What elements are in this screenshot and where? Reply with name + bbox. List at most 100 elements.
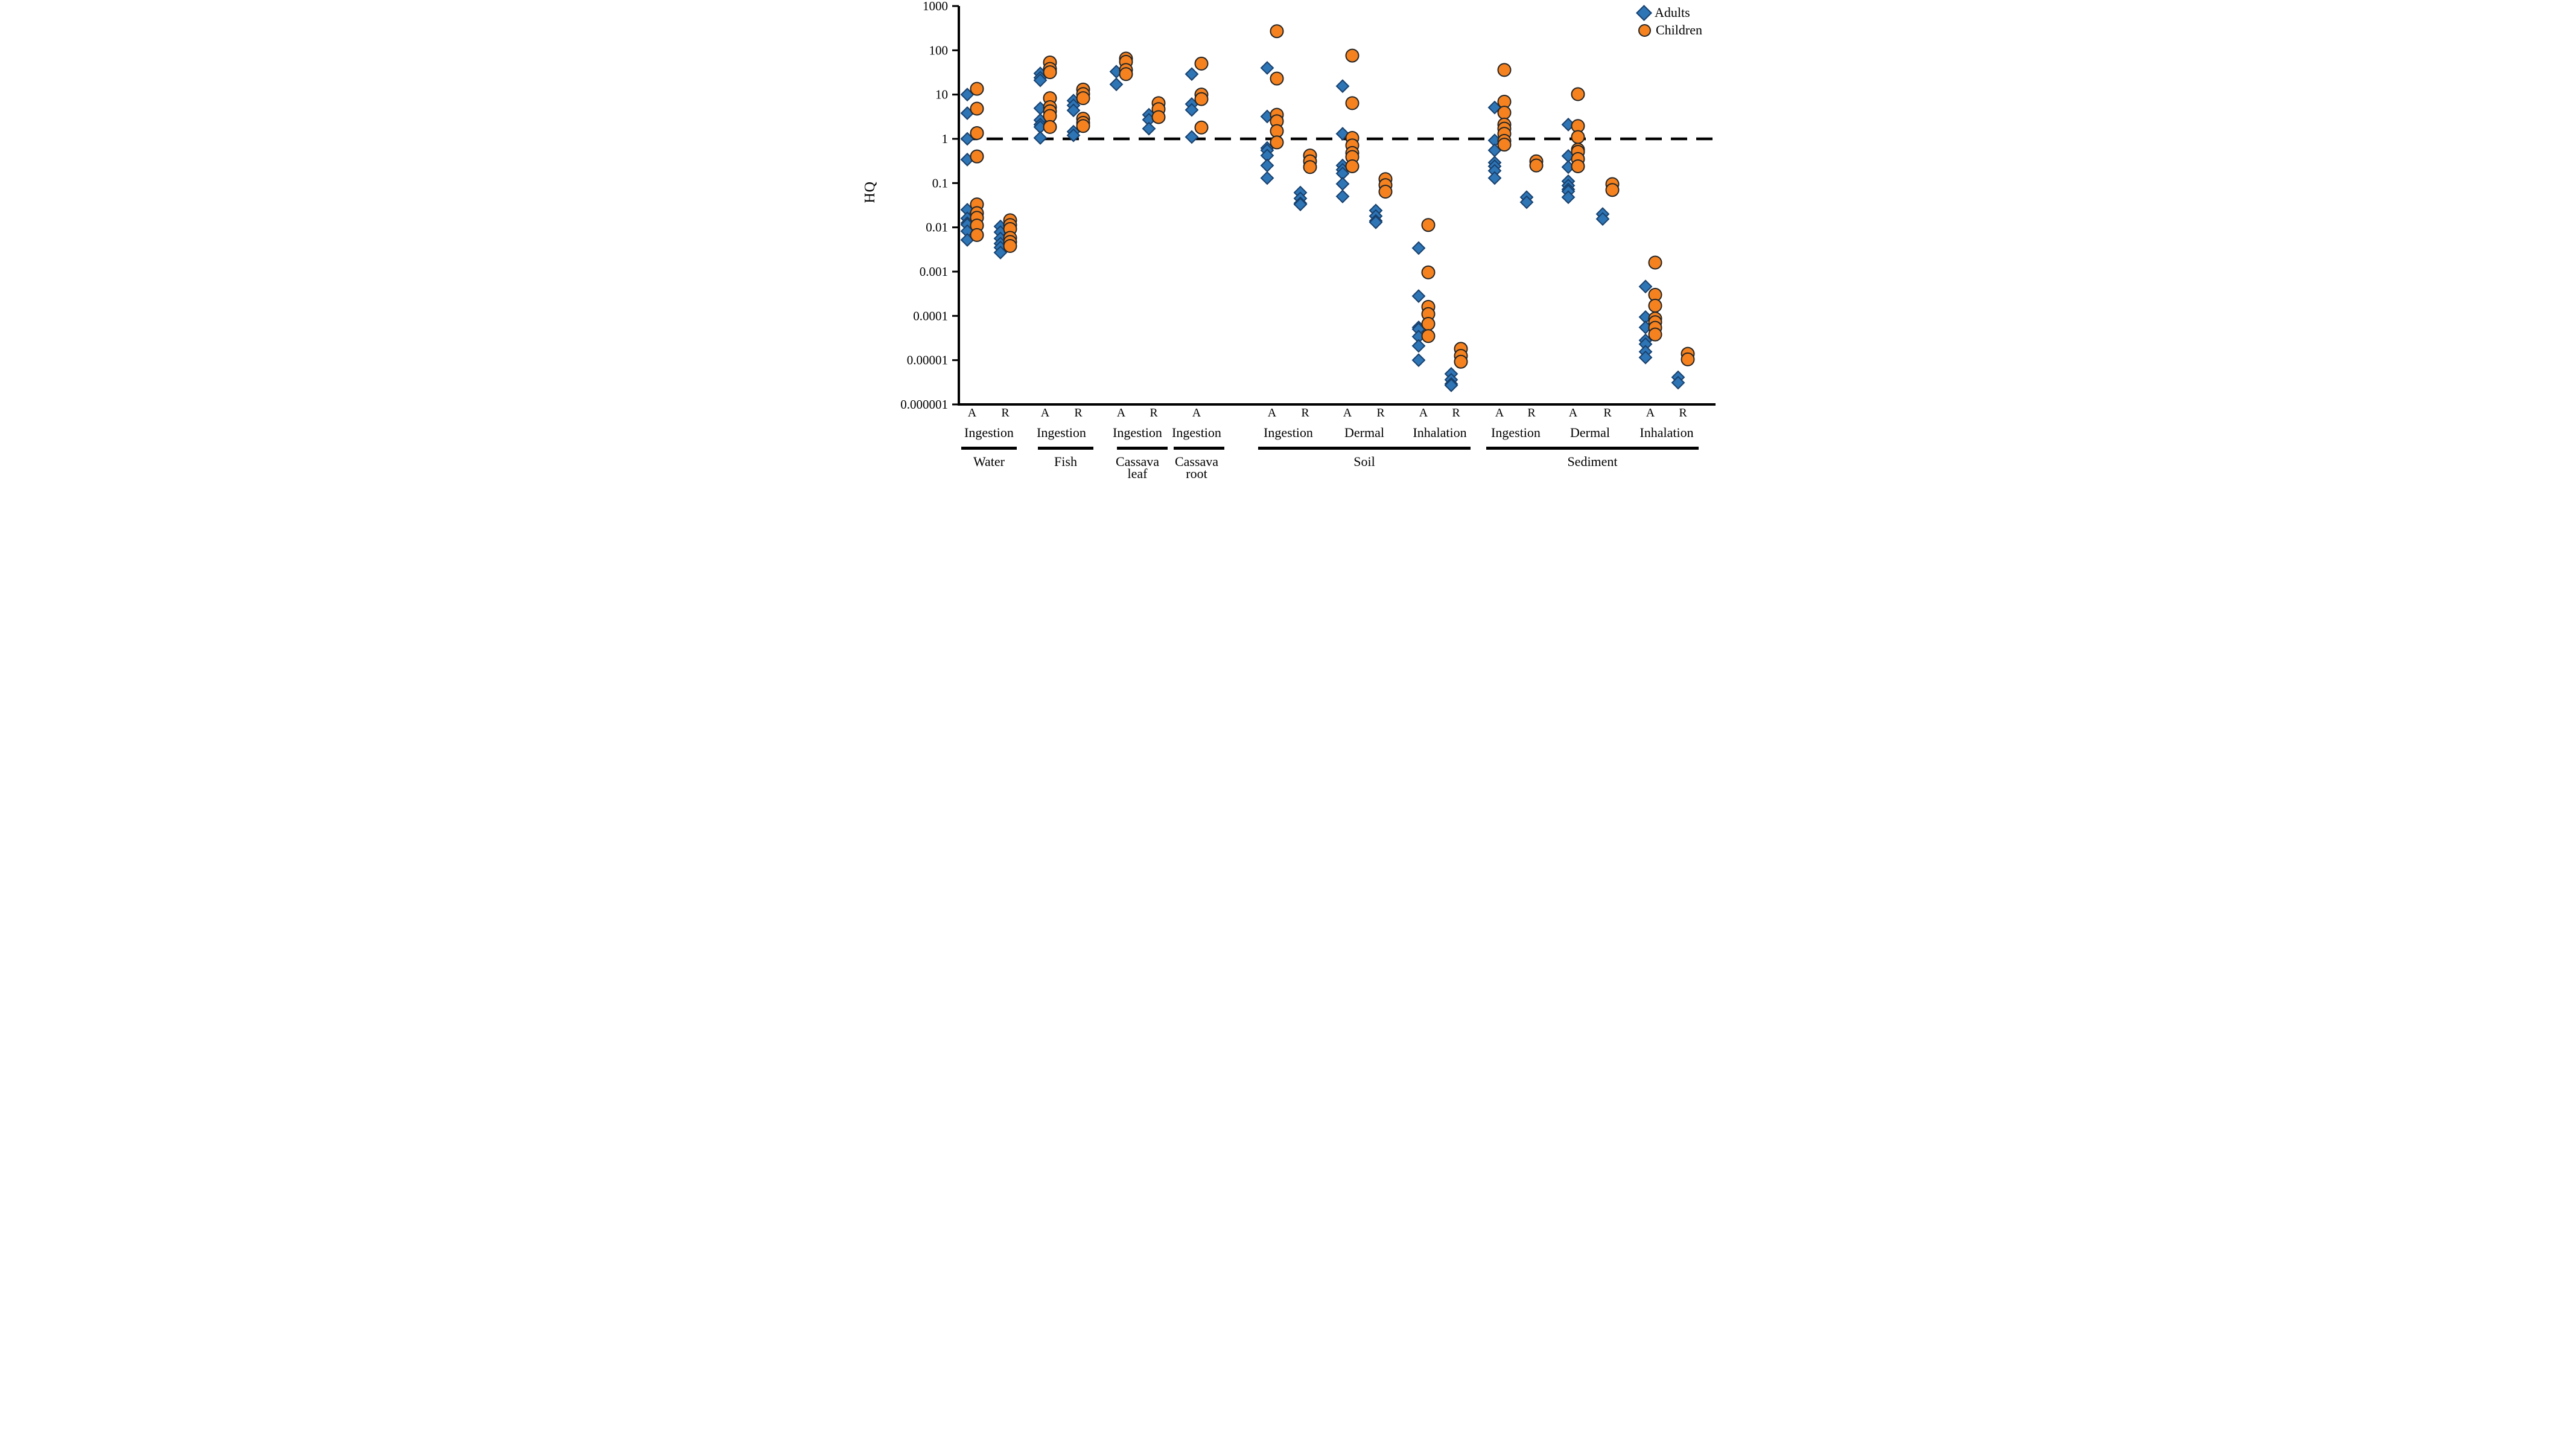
- scatter-point-child: [1571, 87, 1585, 101]
- scatter-point-adult: [1185, 103, 1199, 117]
- scatter-point-child: [1003, 238, 1017, 253]
- y-tick-label: 0.0001: [913, 308, 948, 323]
- scatter-point-child: [1454, 354, 1468, 369]
- scatter-point-adult: [1638, 279, 1653, 294]
- scatter-point-child: [1194, 92, 1209, 106]
- y-tick-label: 10: [935, 88, 948, 102]
- scatter-point-child: [1270, 135, 1284, 150]
- route-label: Inhalation: [1413, 425, 1466, 440]
- group-underline: [1038, 447, 1093, 450]
- y-tick-label: 1000: [923, 0, 948, 13]
- route-label: Ingestion: [1491, 425, 1541, 440]
- scatter-point-child: [970, 101, 984, 116]
- scatter-point-adult: [1369, 215, 1383, 229]
- scatter-point-adult: [1142, 121, 1156, 136]
- y-tick-label: 0.1: [932, 176, 948, 190]
- scatter-point-child: [1681, 352, 1695, 366]
- scatter-point-child: [1378, 185, 1393, 199]
- scatter-point-adult: [1185, 67, 1199, 81]
- group-label: Cassava: [1116, 454, 1159, 469]
- scatter-point-adult: [1293, 197, 1308, 212]
- scatter-point-adult: [1519, 195, 1534, 209]
- y-axis-title: HQ: [862, 181, 878, 203]
- group-label: leaf: [1128, 466, 1148, 480]
- column-letter: R: [1376, 406, 1385, 420]
- scatter-point-adult: [1411, 289, 1426, 303]
- scatter-point-child: [1194, 120, 1209, 135]
- route-label: Dermal: [1344, 425, 1384, 440]
- group-underline: [961, 447, 1017, 450]
- column-letter: R: [1074, 406, 1083, 420]
- legend-item-children-label: Children: [1656, 22, 1702, 37]
- y-tick-label: 100: [929, 43, 949, 57]
- scatter-point-child: [1497, 106, 1512, 120]
- route-label: Ingestion: [964, 425, 1014, 440]
- scatter-point-adult: [1066, 103, 1081, 118]
- column-letter: A: [1117, 406, 1126, 420]
- adults-diamond-icon: [1636, 4, 1652, 21]
- scatter-point-adult: [1487, 171, 1502, 185]
- scatter-point-adult: [1335, 189, 1350, 203]
- group-underline: [1174, 447, 1224, 450]
- legend-item-children: Children: [1638, 24, 1702, 37]
- scatter-point-child: [1043, 120, 1057, 134]
- scatter-point-adult: [1260, 158, 1274, 173]
- scatter-point-adult: [1444, 378, 1458, 392]
- route-label: Ingestion: [1037, 425, 1086, 440]
- scatter-point-adult: [1033, 131, 1048, 145]
- chart-figure: 1000 100 10 1 0.1 0.01 0.001 0.0001 0.00001 0.000…: [859, 0, 1717, 480]
- column-letter: A: [1569, 406, 1578, 420]
- scatter-point-adult: [1109, 77, 1124, 92]
- column-letter: R: [1001, 406, 1010, 420]
- scatter-point-child: [1421, 265, 1436, 279]
- column-letter: R: [1301, 406, 1309, 420]
- scatter-point-adult: [993, 245, 1008, 260]
- scatter-point-child: [1119, 67, 1133, 81]
- scatter-point-adult: [1561, 190, 1576, 205]
- scatter-point-child: [1497, 138, 1512, 152]
- y-tick-label: 0.00001: [907, 353, 948, 368]
- scatter-point-adult: [1066, 128, 1081, 142]
- scatter-point-child: [970, 81, 984, 96]
- scatter-point-child: [1194, 56, 1209, 71]
- scatter-point-child: [970, 149, 984, 164]
- scatter-point-child: [1303, 160, 1317, 174]
- scatter-point-child: [1497, 63, 1512, 77]
- group-underline: [1258, 447, 1471, 450]
- column-letter: A: [1192, 406, 1201, 420]
- column-letter: A: [968, 406, 977, 420]
- route-label: Dermal: [1570, 425, 1610, 440]
- group-label: Water: [973, 454, 1005, 469]
- scatter-point-child: [1345, 159, 1360, 173]
- y-tick-label: 0.001: [920, 264, 948, 279]
- column-letter: R: [1603, 406, 1612, 420]
- legend: Adults Children: [1636, 4, 1702, 37]
- scatter-point-child: [970, 126, 984, 140]
- scatter-point-child: [1571, 130, 1585, 144]
- route-label: Ingestion: [1264, 425, 1313, 440]
- scatter-point-child: [1345, 96, 1360, 110]
- column-letter: A: [1343, 406, 1352, 420]
- column-letter: R: [1527, 406, 1536, 420]
- column-letter: R: [1679, 406, 1687, 420]
- scatter-point-adult: [1411, 339, 1426, 353]
- scatter-point-child: [1076, 91, 1090, 106]
- column-letter: A: [1495, 406, 1504, 420]
- scatter-point-child: [1076, 119, 1090, 133]
- group-underline: [1117, 447, 1168, 450]
- scatter-point-adult: [1335, 79, 1350, 94]
- column-letter: R: [1452, 406, 1460, 420]
- scatter-point-adult: [1411, 241, 1426, 255]
- scatter-point-child: [1571, 159, 1585, 173]
- group-label: Fish: [1054, 454, 1077, 469]
- scatter-point-child: [1151, 110, 1166, 124]
- scatter-point-child: [1043, 65, 1057, 80]
- column-letter: A: [1268, 406, 1277, 420]
- scatter-point-adult: [1033, 73, 1048, 88]
- scatter-point-adult: [1671, 375, 1685, 390]
- scatter-point-adult: [1638, 350, 1653, 365]
- column-letter: A: [1419, 406, 1428, 420]
- column-letter: R: [1150, 406, 1158, 420]
- scatter-point-adult: [1260, 171, 1274, 185]
- children-circle-icon: [1638, 24, 1651, 37]
